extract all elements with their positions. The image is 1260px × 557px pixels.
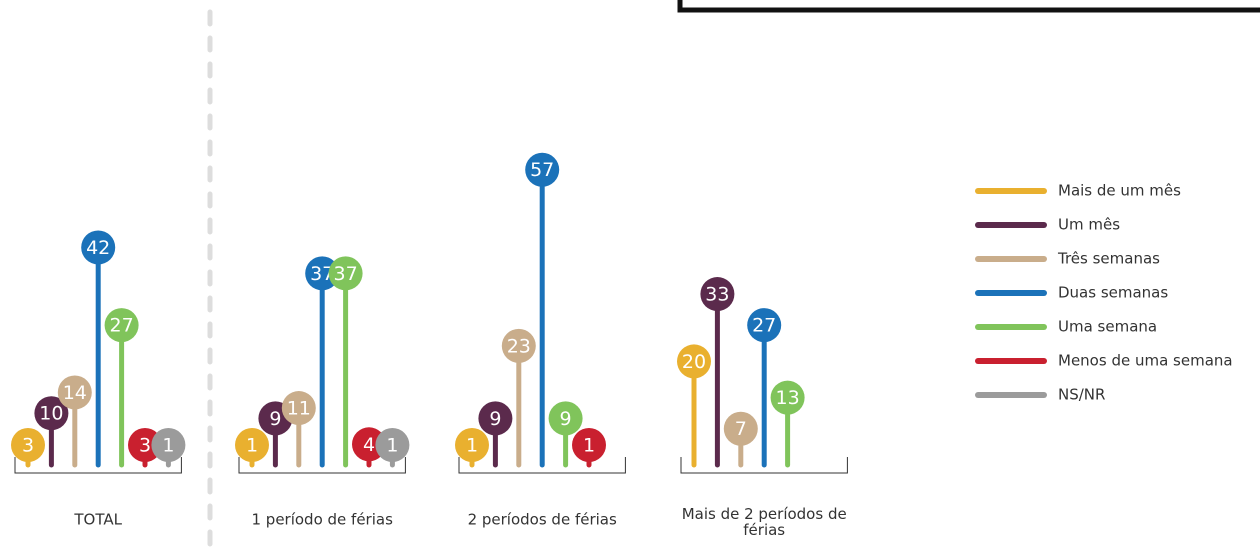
category-label: 1 período de férias (251, 511, 393, 529)
value-label: 37 (310, 263, 334, 285)
lollipop-head (677, 344, 711, 379)
value-label: 11 (287, 398, 311, 420)
value-label: 7 (735, 418, 747, 440)
lollipop-head (572, 428, 606, 462)
value-label: 14 (63, 382, 87, 404)
lollipop-head (723, 411, 758, 446)
value-label: 33 (705, 284, 729, 306)
lollipop-head (700, 277, 735, 312)
value-label: 9 (560, 408, 572, 430)
lollipop-head (104, 308, 139, 343)
lollipop-head (455, 428, 489, 462)
lollipop-head (328, 256, 363, 291)
lollipop-head (747, 308, 782, 343)
value-label: 42 (86, 237, 110, 259)
lollipop-head (525, 152, 560, 187)
value-label: 4 (363, 434, 375, 456)
value-label: 57 (530, 159, 554, 181)
lollipop-head (11, 428, 45, 462)
value-label: 1 (583, 435, 595, 457)
legend-label: NS/NR (1058, 386, 1105, 404)
lollipop-head (235, 428, 269, 462)
legend-label: Menos de uma semana (1058, 352, 1233, 370)
lollipop-head (501, 328, 536, 363)
value-label: 23 (507, 335, 531, 357)
value-label: 1 (246, 435, 258, 457)
bracket (680, 457, 848, 474)
value-label: 27 (110, 315, 134, 337)
category-label: 2 períodos de férias (468, 511, 617, 529)
lollipop-head (34, 396, 69, 431)
legend-label: Três semanas (1057, 250, 1160, 268)
lollipop-head (305, 256, 340, 291)
value-label: 20 (682, 351, 706, 373)
category-label: Mais de 2 períodos de férias (682, 505, 847, 539)
value-label: 27 (752, 315, 776, 337)
value-label: 1 (162, 435, 174, 457)
bracket (458, 457, 626, 474)
value-label: 37 (334, 263, 358, 285)
value-label: 10 (39, 403, 63, 425)
lollipop-head (478, 401, 513, 436)
value-label: 3 (139, 435, 151, 457)
category-label: TOTAL (73, 511, 122, 529)
lollipop-head (151, 428, 186, 462)
lollipop-head (281, 391, 316, 426)
value-label: 1 (386, 435, 398, 457)
lollipop-head (57, 375, 92, 410)
value-label: 3 (22, 435, 34, 457)
lollipop-head (770, 380, 805, 415)
legend-label: Um mês (1058, 216, 1120, 234)
legend-label: Uma semana (1058, 318, 1157, 336)
top-box (677, 0, 1260, 13)
value-label: 13 (776, 387, 800, 409)
bracket (238, 457, 406, 474)
bracket (14, 457, 182, 474)
lollipop-head (548, 401, 583, 436)
legend-label: Mais de um mês (1058, 182, 1181, 200)
legend-label: Duas semanas (1058, 284, 1168, 302)
lollipop-head (128, 428, 162, 462)
lollipop-head (375, 428, 410, 462)
value-label: 9 (269, 408, 281, 430)
value-label: 1 (466, 435, 478, 457)
value-label: 9 (489, 408, 501, 430)
lollipop-head (81, 230, 116, 265)
